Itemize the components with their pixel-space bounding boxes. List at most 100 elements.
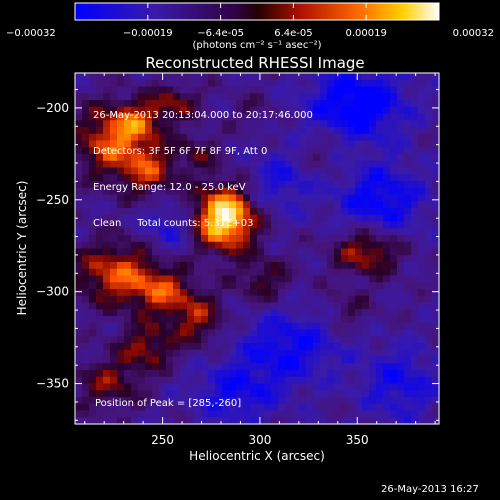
- heatmap-cell: [229, 363, 237, 371]
- heatmap-cell: [257, 329, 265, 337]
- heatmap-cell: [425, 73, 433, 81]
- heatmap-cell: [236, 329, 244, 337]
- heatmap-cell: [75, 214, 83, 223]
- heatmap-cell: [390, 147, 398, 155]
- heatmap-cell: [222, 93, 230, 101]
- heatmap-cell: [138, 214, 146, 223]
- heatmap-cell: [404, 289, 412, 297]
- heatmap-cell: [432, 262, 440, 270]
- heatmap-cell: [89, 349, 97, 358]
- heatmap-cell: [208, 174, 216, 182]
- heatmap-cell: [152, 113, 160, 121]
- heatmap-cell: [103, 322, 111, 331]
- heatmap-cell: [397, 268, 405, 277]
- heatmap-cell: [82, 262, 90, 270]
- heatmap-cell: [425, 113, 433, 121]
- heatmap-cell: [166, 113, 174, 121]
- heatmap-cell: [110, 390, 118, 398]
- heatmap-cell: [341, 79, 349, 88]
- heatmap-cell: [257, 255, 265, 263]
- heatmap-cell: [75, 410, 83, 418]
- heatmap-cell: [103, 248, 111, 256]
- heatmap-cell: [404, 383, 412, 391]
- heatmap-cell: [278, 309, 286, 317]
- heatmap-cell: [215, 133, 223, 142]
- heatmap-cell: [355, 221, 363, 229]
- heatmap-cell: [201, 86, 209, 94]
- heatmap-cell: [306, 187, 314, 196]
- heatmap-cell: [404, 370, 412, 378]
- heatmap-cell: [320, 181, 328, 189]
- heatmap-cell: [96, 208, 104, 216]
- heatmap-cell: [432, 133, 440, 142]
- heatmap-cell: [124, 275, 132, 283]
- heatmap-cell: [292, 174, 300, 182]
- heatmap-cell: [320, 343, 328, 351]
- heatmap-cell: [313, 370, 321, 378]
- heatmap-cell: [292, 208, 300, 216]
- heatmap-cell: [320, 322, 328, 331]
- heatmap-cell: [131, 86, 139, 94]
- heatmap-cell: [236, 208, 244, 216]
- heatmap-cell: [432, 363, 440, 371]
- heatmap-cell: [89, 329, 97, 337]
- heatmap-cell: [278, 248, 286, 256]
- heatmap-cell: [257, 275, 265, 283]
- heatmap-cell: [376, 390, 384, 398]
- heatmap-cell: [355, 187, 363, 196]
- heatmap-cell: [313, 410, 321, 418]
- heatmap-cell: [215, 248, 223, 256]
- heatmap-cell: [138, 376, 146, 385]
- heatmap-cell: [250, 86, 258, 94]
- heatmap-cell: [131, 79, 139, 88]
- heatmap-cell: [250, 93, 258, 101]
- heatmap-cell: [208, 127, 216, 135]
- heatmap-cell: [264, 228, 272, 236]
- heatmap-cell: [369, 349, 377, 358]
- heatmap-cell: [187, 194, 195, 202]
- heatmap-cell: [243, 255, 251, 263]
- heatmap-cell: [166, 383, 174, 391]
- heatmap-cell: [418, 154, 426, 162]
- heatmap-cell: [292, 147, 300, 155]
- heatmap-cell: [166, 201, 174, 209]
- heatmap-cell: [299, 376, 307, 385]
- heatmap-cell: [103, 390, 111, 398]
- heatmap-cell: [271, 221, 279, 229]
- heatmap-cell: [355, 127, 363, 135]
- heatmap-cell: [124, 376, 132, 385]
- heatmap-cell: [362, 289, 370, 297]
- heatmap-cell: [138, 228, 146, 236]
- heatmap-cell: [292, 349, 300, 358]
- heatmap-cell: [306, 235, 314, 243]
- heatmap-cell: [432, 390, 440, 398]
- heatmap-cell: [138, 93, 146, 101]
- heatmap-cell: [306, 295, 314, 304]
- heatmap-cell: [369, 86, 377, 94]
- heatmap-cell: [82, 336, 90, 344]
- heatmap-cell: [215, 329, 223, 337]
- heatmap-cell: [285, 316, 293, 324]
- heatmap-cell: [236, 241, 244, 250]
- heatmap-cell: [257, 363, 265, 371]
- heatmap-cell: [124, 370, 132, 378]
- heatmap-cell: [75, 282, 83, 290]
- heatmap-cell: [404, 208, 412, 216]
- heatmap-cell: [425, 106, 433, 115]
- heatmap-cell: [411, 181, 419, 189]
- heatmap-cell: [355, 370, 363, 378]
- heatmap-cell: [348, 241, 356, 250]
- heatmap-cell: [222, 282, 230, 290]
- heatmap-cell: [89, 255, 97, 263]
- heatmap-cell: [432, 79, 440, 88]
- heatmap-cell: [180, 140, 188, 148]
- heatmap-cell: [278, 106, 286, 115]
- heatmap-cell: [208, 167, 216, 175]
- heatmap-cell: [306, 356, 314, 364]
- heatmap-cell: [432, 336, 440, 344]
- heatmap-cell: [215, 221, 223, 229]
- heatmap-cell: [208, 370, 216, 378]
- heatmap-cell: [208, 228, 216, 236]
- heatmap-cell: [334, 410, 342, 418]
- heatmap-cell: [418, 73, 426, 81]
